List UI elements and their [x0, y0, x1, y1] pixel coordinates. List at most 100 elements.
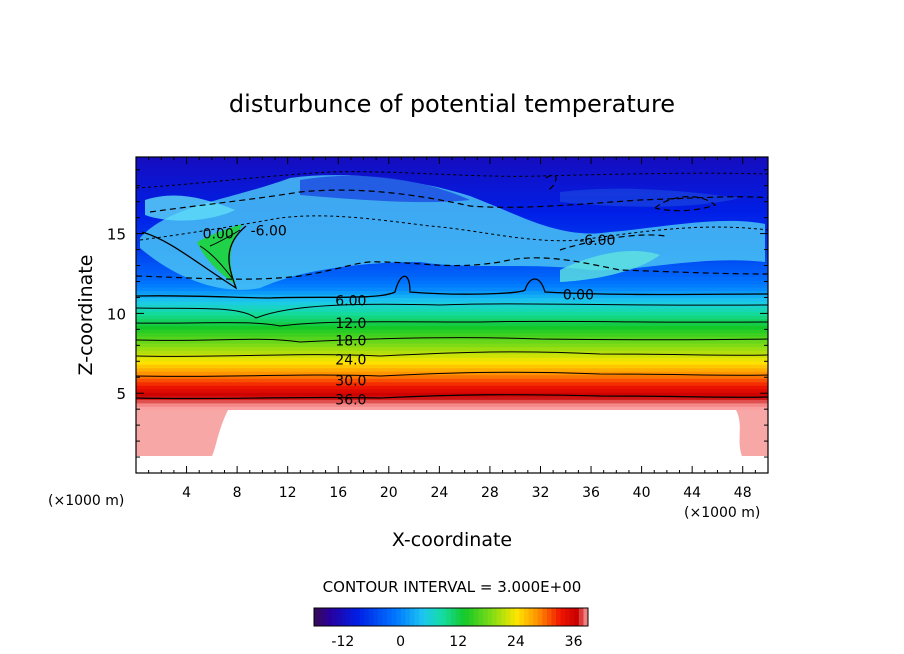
colorbar-cell	[478, 608, 484, 626]
color-band	[136, 185, 768, 190]
contour-line	[654, 196, 717, 212]
x-axis-label: X-coordinate	[392, 529, 512, 551]
colorbar-cell	[510, 608, 516, 626]
colorbar-cell	[496, 608, 502, 626]
x-tick-label: 44	[683, 485, 701, 501]
colorbar-cell	[414, 608, 420, 626]
color-band	[136, 357, 768, 362]
colorbar-cell	[542, 608, 548, 626]
y-tick-label: 5	[116, 385, 126, 403]
y-axis-ticks: 5 10 15	[107, 169, 768, 458]
contour-label: 24.0	[335, 353, 366, 369]
x-tick-label: 16	[329, 485, 347, 501]
colorbar-cell	[382, 608, 388, 626]
y-tick-label: 10	[107, 305, 126, 323]
colorbar-cell	[419, 608, 425, 626]
contour-line	[149, 189, 768, 213]
contour-labels: 0.00 -6.00 -6.00 0.00 6.00 12.0 18.0 24.0 30.0 36…	[203, 223, 616, 408]
color-band	[136, 325, 768, 330]
color-band	[136, 346, 768, 351]
colorbar-cell	[546, 608, 552, 626]
colorbar-cell	[469, 608, 475, 626]
colorbar-tick-label: 24	[507, 634, 525, 650]
contour-line	[141, 225, 247, 290]
colorbar-cell	[441, 608, 447, 626]
lightcyan-patch	[560, 250, 660, 282]
contour-line	[199, 229, 241, 279]
color-band	[136, 343, 768, 348]
colorbar-cell	[455, 608, 461, 626]
colorbar-cell	[460, 608, 466, 626]
contour-label: 30.0	[335, 373, 366, 389]
colorbar-cell	[446, 608, 452, 626]
color-band	[136, 160, 768, 165]
x-tick-label: 40	[633, 485, 651, 501]
color-band	[136, 322, 768, 327]
color-band	[136, 388, 768, 393]
color-band	[136, 392, 768, 397]
x-tick-label: 48	[734, 485, 752, 501]
colorbar-cell	[350, 608, 356, 626]
colorbar-cell	[528, 608, 534, 626]
color-band	[136, 174, 768, 179]
color-band	[136, 265, 768, 270]
colorbar-cell	[423, 608, 429, 626]
colorbar-cell	[405, 608, 411, 626]
x-axis-ticks: 4 8 12 16 20 24 28 32 36 40 44 48	[148, 157, 756, 501]
color-band	[136, 307, 768, 313]
colorbar-cell	[368, 608, 374, 626]
contour-line	[136, 337, 768, 343]
colorbar-cell	[400, 608, 406, 626]
colorbar-cell	[377, 608, 383, 626]
color-band	[136, 171, 768, 176]
x-tick-label: 8	[233, 485, 242, 501]
color-band	[136, 364, 768, 369]
color-band	[136, 399, 768, 404]
color-band	[136, 178, 768, 183]
color-band	[136, 279, 768, 284]
colorbar-cell	[464, 608, 470, 626]
color-band	[136, 385, 768, 390]
contour-line	[136, 320, 768, 327]
y-tick-label: 15	[107, 226, 126, 244]
color-band	[136, 304, 768, 309]
colorbar-tick-label: -12	[331, 634, 354, 650]
colorbar-cell	[556, 608, 562, 626]
contour-interval-note: CONTOUR INTERVAL = 3.000E+00	[323, 578, 582, 596]
contour-label: -6.00	[251, 223, 287, 239]
ground-white-region	[136, 410, 768, 473]
contour-lines	[136, 171, 768, 400]
chart-title: disturbunce of potential temperature	[229, 90, 675, 118]
color-band	[136, 290, 768, 295]
colorbar-cell	[473, 608, 479, 626]
colorbar-cell	[409, 608, 415, 626]
color-band	[136, 378, 768, 383]
colorbar-cell	[345, 608, 352, 626]
color-band	[136, 188, 768, 193]
colorbar-cell	[396, 608, 402, 626]
color-band	[136, 311, 768, 316]
contour-line	[136, 171, 768, 189]
colorbar-cell	[451, 608, 457, 626]
color-band	[136, 374, 768, 379]
colorbar-cell	[551, 608, 557, 626]
x-tick-label: 24	[430, 485, 448, 501]
x-unit-label: (×1000 m)	[684, 505, 760, 521]
color-band	[136, 360, 768, 365]
colorbar-cell	[314, 608, 320, 626]
colorbar-cell	[569, 608, 575, 626]
colorbar-cell	[437, 608, 443, 626]
color-band	[136, 318, 768, 323]
colorbar-tick-label: 12	[449, 634, 467, 650]
colorbar-frame	[313, 607, 589, 627]
contour-line	[136, 257, 768, 280]
colorbar-cell	[355, 608, 361, 626]
color-band	[136, 367, 768, 372]
x-tick-label: 32	[532, 485, 550, 501]
colorbar-cell	[341, 608, 347, 626]
colorbar-cell	[492, 608, 498, 626]
color-band	[136, 297, 768, 302]
colorbar-cell	[432, 608, 438, 626]
colorbar-cell	[318, 608, 324, 626]
color-band	[136, 167, 768, 172]
